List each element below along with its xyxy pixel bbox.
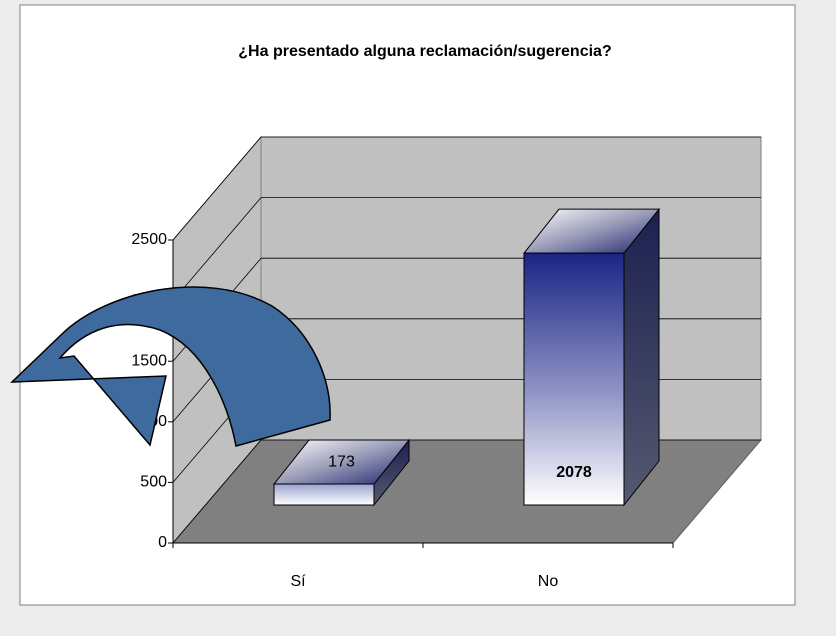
arrow-decoration (10, 286, 331, 447)
y-tick-label: 0 (158, 534, 167, 551)
grid-line (172, 197, 262, 301)
bar-front (523, 252, 625, 506)
chart-title: ¿Ha presentado alguna reclamación/sugere… (238, 43, 611, 60)
bar-front (273, 483, 375, 506)
bar (522, 207, 661, 507)
bar (272, 438, 411, 507)
floor (171, 439, 763, 544)
grid-line (172, 439, 262, 544)
x-tick-label: Sí (290, 573, 306, 590)
y-tick-label: 1500 (131, 352, 167, 369)
grid-line (172, 136, 262, 241)
y-tick-label: 500 (140, 474, 167, 491)
x-tick-label: No (538, 573, 559, 590)
data-label: 173 (328, 453, 355, 470)
bar-side (623, 207, 660, 507)
data-label: 2078 (556, 464, 592, 481)
y-tick-label: 2500 (131, 231, 167, 248)
back-wall (260, 136, 762, 441)
